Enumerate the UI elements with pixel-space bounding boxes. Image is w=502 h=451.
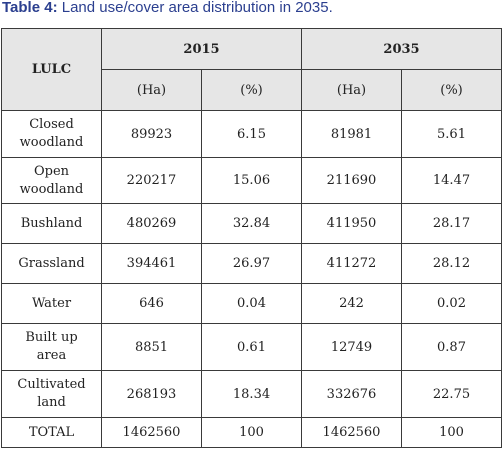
- pct-2015-cell: 18.34: [201, 370, 302, 418]
- lulc-class-cell: TOTAL: [1, 417, 102, 448]
- ha-2015-cell: 8851: [101, 323, 202, 371]
- pct-2035-cell: 28.17: [401, 203, 502, 244]
- header-row-years: LULC 2015 2035: [1, 28, 502, 111]
- pct-2035-cell: 28.12: [401, 243, 502, 284]
- lulc-class-line1: Built up: [25, 330, 78, 345]
- lulc-class-line2: area: [36, 348, 67, 363]
- lulc-class-cell: Bushland: [1, 203, 102, 244]
- table-caption: Table 4: Land use/cover area distributio…: [2, 0, 333, 20]
- table-row: Water 646 0.04 242 0.02: [1, 283, 502, 324]
- pct-2015-cell: 0.61: [201, 323, 302, 371]
- ha-2015-cell: 646: [101, 283, 202, 324]
- ha-2035-cell: 81981: [301, 110, 402, 158]
- lulc-class-line1: Open: [33, 163, 70, 179]
- table-row: Grassland 394461 26.97 411272 28.12: [1, 243, 502, 284]
- pct-2035-cell: 0.02: [401, 283, 502, 324]
- table-row-total: TOTAL 1462560 100 1462560 100: [1, 417, 502, 448]
- pct-2035-cell: 14.47: [401, 157, 502, 204]
- ha-2015-cell: 220217: [101, 157, 202, 204]
- pct-2035-cell: 22.75: [401, 370, 502, 418]
- lulc-class-line2: woodland: [19, 135, 84, 150]
- lulc-class-cell: Closed woodland: [1, 110, 102, 158]
- ha-2015-cell: 480269: [101, 203, 202, 244]
- lulc-class-cell: Water: [1, 283, 102, 324]
- pct-2035-cell: 0.87: [401, 323, 502, 371]
- header-row-units: (Ha) (%) (Ha) (%): [2, 69, 502, 111]
- unit-header-ha-2015: (Ha): [101, 69, 202, 111]
- ha-2035-cell: 1462560: [301, 417, 402, 448]
- pct-2015-cell: 6.15: [201, 110, 302, 158]
- lulc-class-line1: Closed: [29, 117, 74, 132]
- unit-header-pct-2015: (%): [201, 69, 302, 111]
- lulc-class-cell: Open woodland: [1, 157, 102, 204]
- table-row: Open woodland 220217 15.06 211690 14.47: [1, 157, 502, 204]
- ha-2015-cell: 268193: [101, 370, 202, 418]
- pct-2015-cell: 26.97: [201, 243, 302, 284]
- ha-2035-cell: 12749: [301, 323, 402, 371]
- lulc-class-cell: Cultivated land: [1, 370, 102, 418]
- lulc-header: LULC: [1, 28, 102, 111]
- ha-2015-cell: 394461: [101, 243, 202, 284]
- unit-header-pct-2035: (%): [401, 69, 502, 111]
- table-caption-label: Table 4:: [2, 0, 58, 16]
- ha-2015-cell: 89923: [101, 110, 202, 158]
- pct-2035-cell: 5.61: [401, 110, 502, 158]
- ha-2035-cell: 411950: [301, 203, 402, 244]
- pct-2015-cell: 15.06: [201, 157, 302, 204]
- pct-2015-cell: 32.84: [201, 203, 302, 244]
- table-row: Cultivated land 268193 18.34 332676 22.75: [1, 370, 502, 418]
- year-header-2015: 2015: [101, 28, 302, 70]
- lulc-class-cell: Built up area: [1, 323, 102, 371]
- lulc-class-cell: Grassland: [1, 243, 102, 284]
- pct-2015-cell: 100: [201, 417, 302, 448]
- lulc-class-line1: Cultivated: [17, 377, 86, 392]
- year-header-2035: 2035: [301, 28, 502, 70]
- table-row: Bushland 480269 32.84 411950 28.17: [1, 203, 502, 244]
- table-caption-text: Land use/cover area distribution in 2035…: [57, 0, 333, 16]
- ha-2035-cell: 411272: [301, 243, 402, 284]
- pct-2035-cell: 100: [401, 417, 502, 448]
- pct-2015-cell: 0.04: [201, 283, 302, 324]
- lulc-class-line2: land: [37, 395, 66, 410]
- lulc-area-table: LULC 2015 2035 (Ha) (%) (Ha) (%) Closed w…: [1, 28, 502, 448]
- table-row: Built up area 8851 0.61 12749 0.87: [1, 323, 502, 371]
- ha-2035-cell: 332676: [301, 370, 402, 418]
- unit-header-ha-2035: (Ha): [301, 69, 402, 111]
- lulc-class-line2: woodland: [19, 181, 84, 197]
- ha-2015-cell: 1462560: [101, 417, 202, 448]
- ha-2035-cell: 211690: [301, 157, 402, 204]
- ha-2035-cell: 242: [301, 283, 402, 324]
- table-row: Closed woodland 89923 6.15 81981 5.61: [1, 110, 502, 158]
